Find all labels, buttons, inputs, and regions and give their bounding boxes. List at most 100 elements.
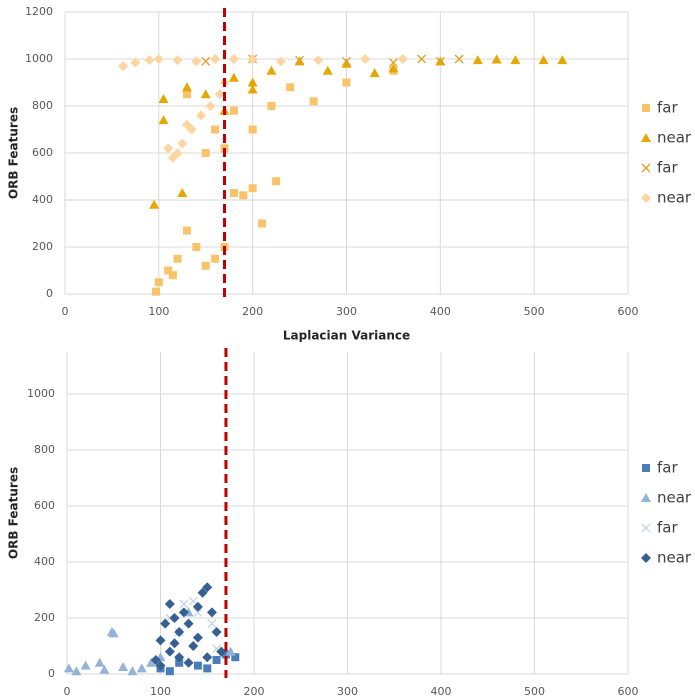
point <box>557 55 568 65</box>
y-tick-label: 400 <box>34 555 55 568</box>
point <box>144 55 155 66</box>
point <box>397 54 408 64</box>
legend-label: near <box>657 129 692 147</box>
point <box>181 82 192 92</box>
point <box>71 666 82 676</box>
point <box>173 254 182 263</box>
point <box>177 138 188 149</box>
point <box>164 266 173 275</box>
point <box>322 65 333 75</box>
point <box>286 83 295 92</box>
point <box>341 58 352 68</box>
point <box>172 55 183 66</box>
y-tick-label: 800 <box>32 99 53 112</box>
point <box>221 650 230 659</box>
point <box>165 667 174 676</box>
point <box>491 54 502 64</box>
x-tick-label: 600 <box>618 305 639 318</box>
y-tick-label: 200 <box>34 611 55 624</box>
point <box>201 56 211 66</box>
point <box>248 125 257 134</box>
point <box>153 54 164 64</box>
y-tick-label: 800 <box>34 443 55 456</box>
point <box>169 638 180 649</box>
point <box>342 78 351 87</box>
point <box>197 587 208 598</box>
legend-marker <box>641 163 651 173</box>
point <box>192 243 201 251</box>
x-tick-label: 200 <box>244 685 265 698</box>
point <box>229 106 238 115</box>
point <box>369 68 380 78</box>
point <box>229 188 238 197</box>
x-tick-label: 300 <box>336 305 357 318</box>
point <box>216 646 227 657</box>
point <box>169 613 180 623</box>
point <box>205 101 216 111</box>
point <box>152 287 161 296</box>
y-axis-title: ORB Features <box>7 467 21 559</box>
point <box>182 90 191 99</box>
point <box>130 57 141 68</box>
point <box>211 125 220 134</box>
x-tick-label: 300 <box>337 685 358 698</box>
point <box>272 177 281 186</box>
point <box>266 65 277 75</box>
point <box>108 628 119 638</box>
legend-label: near <box>657 489 692 507</box>
point <box>225 646 236 656</box>
point <box>228 54 239 64</box>
legend-marker <box>641 553 651 563</box>
point <box>160 618 171 629</box>
x-tick-label: 400 <box>431 685 452 698</box>
point <box>183 657 194 668</box>
point <box>192 601 203 612</box>
legend-label: near <box>657 189 692 207</box>
x-tick-label: 200 <box>242 305 263 318</box>
point <box>200 89 211 99</box>
point <box>149 199 160 209</box>
point <box>175 658 184 667</box>
point <box>248 184 257 193</box>
legend-marker <box>641 523 651 533</box>
point <box>183 618 194 629</box>
legend-label: far <box>657 519 678 537</box>
point <box>309 97 318 106</box>
point <box>172 148 183 158</box>
point <box>206 607 217 618</box>
y-tick-label: 200 <box>32 240 53 253</box>
x-tick-label: 0 <box>64 685 71 698</box>
point <box>99 664 110 674</box>
y-axis-title: ORB Features <box>7 107 21 199</box>
point <box>202 582 213 593</box>
point <box>510 55 521 65</box>
x-tick-label: 100 <box>150 685 171 698</box>
x-tick-label: 600 <box>618 685 639 698</box>
x-tick-label: 500 <box>524 305 545 318</box>
legend-label: far <box>657 99 678 117</box>
point <box>211 627 222 637</box>
point <box>435 56 445 66</box>
point <box>388 63 399 73</box>
point <box>342 56 351 66</box>
point <box>201 149 210 157</box>
point <box>196 110 207 121</box>
y-tick-label: 600 <box>32 146 53 159</box>
point <box>146 657 157 667</box>
point <box>80 660 91 670</box>
point <box>182 226 191 235</box>
y-tick-label: 600 <box>34 499 55 512</box>
x-tick-label: 400 <box>430 305 451 318</box>
point <box>212 656 221 664</box>
legend-marker <box>641 193 651 203</box>
point <box>155 660 166 671</box>
point <box>417 54 427 64</box>
point <box>538 55 549 65</box>
point <box>247 54 258 64</box>
y-tick-label: 1000 <box>27 387 55 400</box>
y-tick-label: 400 <box>32 193 53 206</box>
point <box>258 219 267 228</box>
point <box>154 278 163 287</box>
legend-marker <box>642 464 650 472</box>
